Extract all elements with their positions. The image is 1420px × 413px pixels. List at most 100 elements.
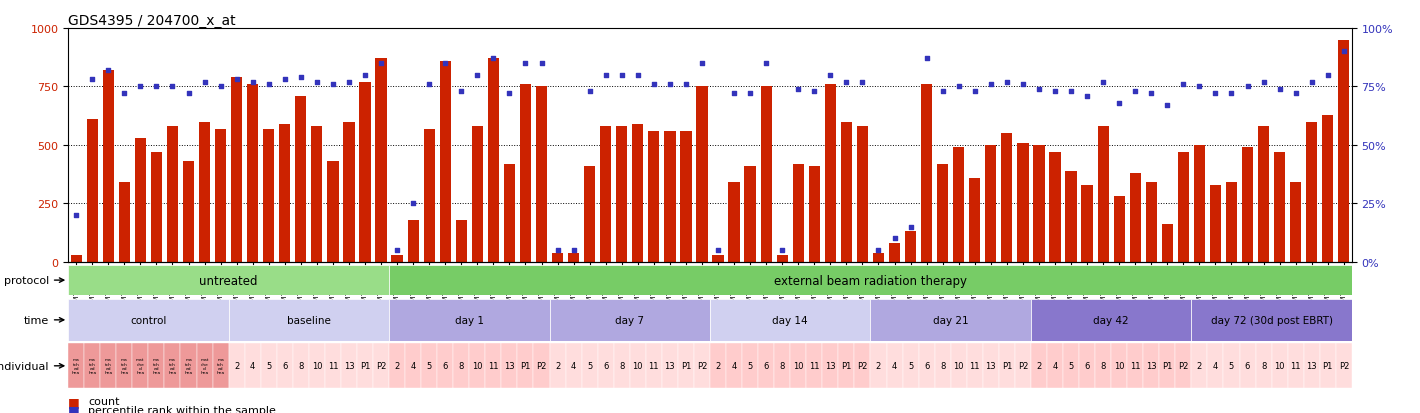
Bar bbox=[922, 85, 933, 262]
Bar bbox=[229, 299, 389, 341]
Bar bbox=[392, 255, 403, 262]
Bar bbox=[886, 344, 903, 388]
Point bbox=[1172, 82, 1194, 88]
Bar bbox=[582, 344, 598, 388]
Text: 6: 6 bbox=[283, 361, 287, 370]
Bar bbox=[777, 255, 788, 262]
Point bbox=[290, 75, 312, 81]
Bar bbox=[247, 85, 258, 262]
Point bbox=[1316, 72, 1339, 79]
Bar bbox=[325, 344, 341, 388]
Text: 5: 5 bbox=[586, 361, 592, 370]
Point bbox=[450, 89, 473, 95]
Bar bbox=[968, 178, 980, 262]
Bar bbox=[1304, 344, 1319, 388]
Bar bbox=[437, 344, 453, 388]
Text: protocol: protocol bbox=[4, 275, 64, 285]
Text: time: time bbox=[24, 315, 64, 325]
Point bbox=[530, 61, 552, 67]
Bar bbox=[423, 129, 435, 262]
Bar bbox=[1047, 344, 1064, 388]
Bar bbox=[356, 344, 373, 388]
Bar bbox=[873, 253, 885, 262]
Bar bbox=[295, 97, 307, 262]
Text: P1: P1 bbox=[1162, 361, 1173, 370]
Bar bbox=[841, 122, 852, 262]
Point bbox=[802, 89, 825, 95]
Point bbox=[369, 61, 392, 67]
Text: 2: 2 bbox=[555, 361, 559, 370]
Bar bbox=[310, 344, 325, 388]
Point bbox=[1044, 89, 1066, 95]
Text: ma
tch
ed
hea: ma tch ed hea bbox=[169, 358, 176, 374]
Bar bbox=[534, 344, 550, 388]
Text: 8: 8 bbox=[940, 361, 946, 370]
Point bbox=[274, 77, 297, 83]
Bar bbox=[535, 87, 547, 262]
Bar bbox=[344, 122, 355, 262]
Text: 2: 2 bbox=[716, 361, 720, 370]
Bar bbox=[613, 344, 630, 388]
Bar bbox=[677, 344, 694, 388]
Point bbox=[690, 61, 713, 67]
Bar bbox=[951, 344, 967, 388]
Text: 8: 8 bbox=[459, 361, 464, 370]
Bar bbox=[937, 164, 949, 262]
Text: P1: P1 bbox=[1322, 361, 1333, 370]
Text: percentile rank within the sample: percentile rank within the sample bbox=[88, 405, 275, 413]
Bar bbox=[1065, 171, 1076, 262]
Point bbox=[1189, 84, 1211, 90]
Text: P1: P1 bbox=[841, 361, 852, 370]
Point bbox=[1028, 86, 1051, 93]
Bar bbox=[1049, 152, 1061, 262]
Point bbox=[738, 91, 761, 97]
Text: 5: 5 bbox=[907, 361, 913, 370]
Text: 10: 10 bbox=[953, 361, 964, 370]
Bar bbox=[440, 62, 452, 262]
Text: 8: 8 bbox=[780, 361, 785, 370]
Bar bbox=[1001, 134, 1012, 262]
Text: 8: 8 bbox=[1261, 361, 1267, 370]
Bar bbox=[422, 344, 437, 388]
Bar bbox=[180, 344, 196, 388]
Bar bbox=[166, 127, 178, 262]
Text: 11: 11 bbox=[970, 361, 980, 370]
Bar bbox=[761, 87, 772, 262]
Bar bbox=[132, 344, 148, 388]
Bar bbox=[1289, 183, 1301, 262]
Bar bbox=[389, 344, 405, 388]
Bar bbox=[1224, 344, 1240, 388]
Text: 10: 10 bbox=[471, 361, 483, 370]
Bar bbox=[648, 132, 659, 262]
Text: 4: 4 bbox=[1052, 361, 1058, 370]
Bar bbox=[261, 344, 277, 388]
Bar bbox=[967, 344, 983, 388]
Point bbox=[771, 247, 794, 254]
Bar bbox=[565, 344, 582, 388]
Point bbox=[481, 56, 504, 62]
Bar bbox=[456, 220, 467, 262]
Bar bbox=[471, 127, 483, 262]
Point bbox=[1332, 49, 1355, 56]
Bar bbox=[311, 127, 322, 262]
Bar bbox=[1338, 40, 1349, 262]
Point bbox=[114, 91, 136, 97]
Point bbox=[354, 72, 376, 79]
Point bbox=[578, 89, 601, 95]
Bar bbox=[1113, 197, 1125, 262]
Point bbox=[562, 247, 585, 254]
Bar bbox=[1336, 344, 1352, 388]
Text: P2: P2 bbox=[537, 361, 547, 370]
Text: 11: 11 bbox=[488, 361, 498, 370]
Text: mat
che
d
hea: mat che d hea bbox=[200, 358, 209, 374]
Bar bbox=[744, 166, 755, 262]
Point bbox=[435, 61, 457, 67]
Text: 8: 8 bbox=[298, 361, 304, 370]
Text: 10: 10 bbox=[311, 361, 322, 370]
Point bbox=[1252, 79, 1275, 86]
Bar bbox=[1306, 122, 1318, 262]
Point bbox=[642, 82, 665, 88]
Bar bbox=[983, 344, 998, 388]
Point bbox=[1092, 79, 1115, 86]
Point bbox=[97, 68, 119, 74]
